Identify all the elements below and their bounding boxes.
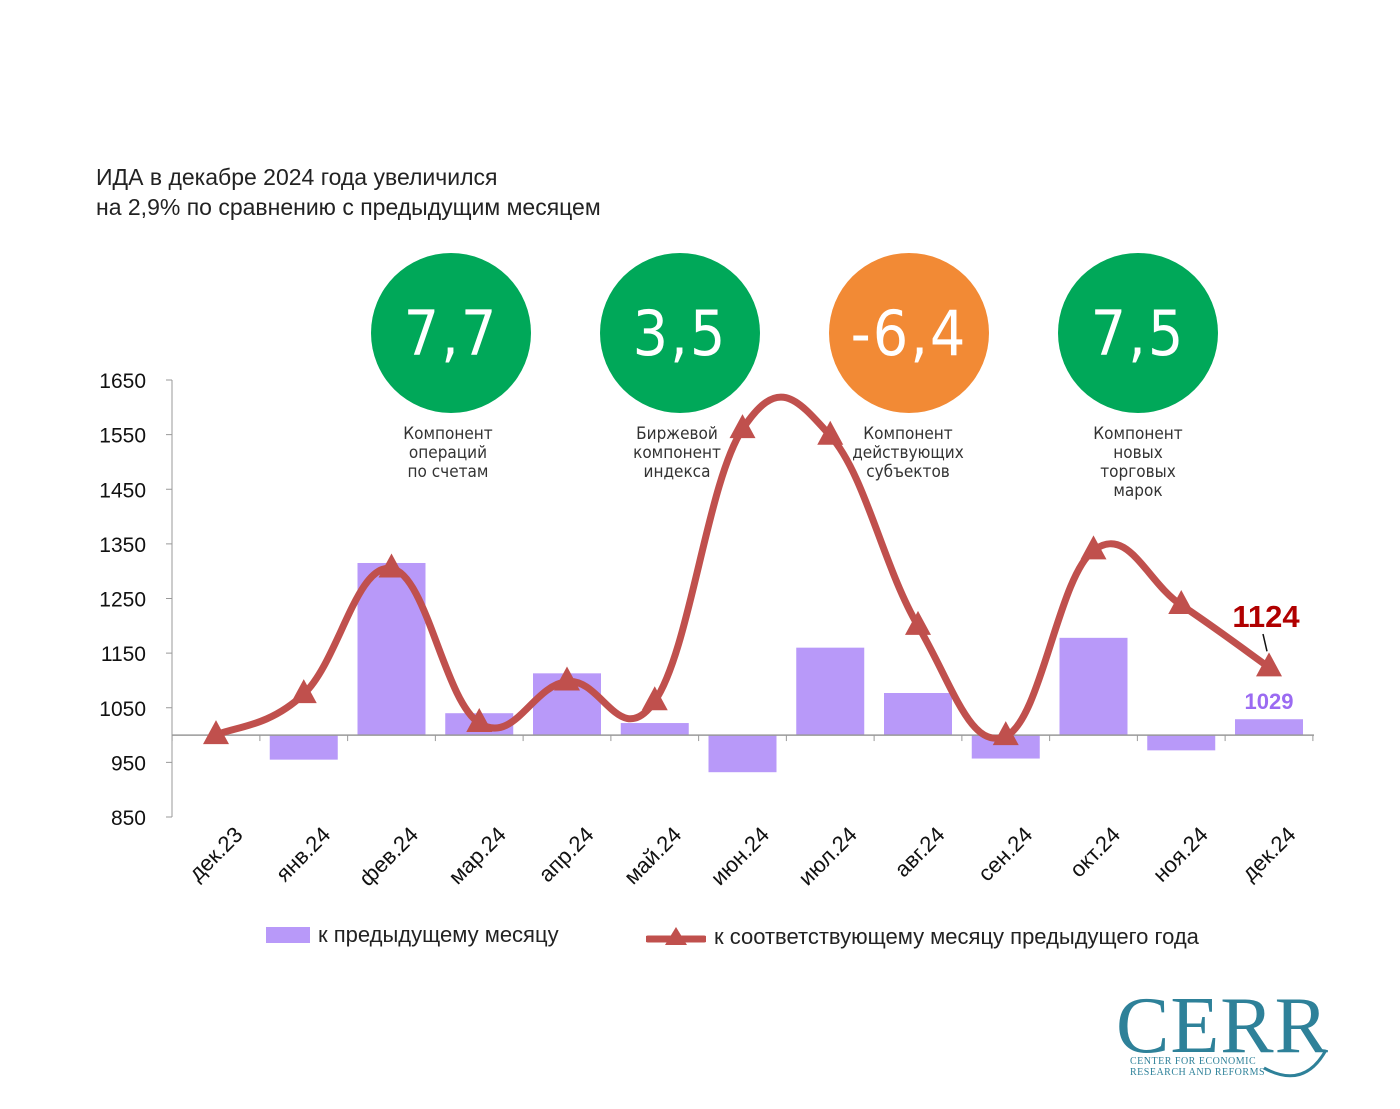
logo-swoosh <box>1263 1049 1328 1078</box>
logo-subtitle-line-2: RESEARCH AND REFORMS <box>1130 1067 1266 1078</box>
component-trademarks-label-line: торговых <box>1100 462 1176 482</box>
component-exchange-value: 3,5 <box>632 296 728 370</box>
legend-bar-label: к предыдущему месяцу <box>318 922 559 947</box>
bar-окт.24 <box>1059 637 1128 736</box>
x-tick-label: янв.24 <box>271 822 336 887</box>
y-tick-label: 1650 <box>99 370 146 393</box>
line-marker-мар.24 <box>466 708 493 733</box>
component-exchange-circle: 3,5 <box>600 253 760 413</box>
line-marker-ноя.24 <box>1168 590 1195 615</box>
component-exchange-label-line: Биржевой <box>636 424 718 444</box>
line-marker-фев.24 <box>378 553 405 578</box>
line-marker-апр.24 <box>554 666 580 691</box>
component-entities-label-line: действующих <box>852 443 964 463</box>
component-trademarks-circle: 7,5 <box>1058 253 1218 413</box>
line-last-value-label: 1124 <box>1232 599 1300 634</box>
y-tick-label: 1550 <box>99 425 146 448</box>
line-marker-июн.24 <box>729 414 756 439</box>
component-entities-label-line: субъектов <box>866 462 950 482</box>
x-tick-label: май.24 <box>619 822 686 889</box>
bar-июн.24 <box>708 735 777 773</box>
bar-сен.24 <box>971 735 1040 759</box>
component-entities-circle: -6,4 <box>829 253 989 413</box>
x-tick-label: окт.24 <box>1065 822 1125 882</box>
component-trademarks-label-line: марок <box>1113 481 1163 501</box>
line-marker-май.24 <box>641 686 668 711</box>
component-exchange-label-line: индекса <box>643 462 711 482</box>
x-tick-label: дек.24 <box>1237 822 1301 886</box>
y-tick-label: 1050 <box>99 698 146 721</box>
component-trademarks-label-line: Компонент <box>1093 424 1183 444</box>
legend-line-label: к соответствующему месяцу предыдущего го… <box>714 924 1199 949</box>
legend-bar-entry: к предыдущему месяцу <box>266 922 559 948</box>
component-accounts-circle: 7,7 <box>371 253 531 413</box>
component-exchange-label: Биржевой компонент индекса <box>587 425 767 482</box>
bar-май.24 <box>620 723 689 736</box>
line-marker-авг.24 <box>905 610 931 635</box>
bar-июл.24 <box>796 647 865 736</box>
x-tick-label: ноя.24 <box>1148 822 1213 887</box>
bar-ноя.24 <box>1147 735 1216 751</box>
line-marker-сен.24 <box>992 721 1019 746</box>
component-trademarks-label: Компонент новых торговых марок <box>1048 425 1228 501</box>
component-accounts-label-line: Компонент <box>403 424 493 444</box>
component-entities-label: Компонент действующих субъектов <box>818 425 998 482</box>
y-tick-label: 1150 <box>101 643 146 666</box>
line-marker-дек.23 <box>203 720 229 745</box>
line-marker-янв.24 <box>290 679 317 704</box>
component-entities-value: -6,4 <box>850 296 968 370</box>
component-trademarks-label-line: новых <box>1113 443 1163 463</box>
bar-янв.24 <box>269 735 338 760</box>
y-tick-label: 1350 <box>99 534 146 557</box>
line-marker-дек.24 <box>1256 652 1282 677</box>
component-accounts-label-line: операций <box>408 443 488 463</box>
logo-subtitle-line-1: CENTER FOR ECONOMIC <box>1130 1056 1257 1067</box>
legend-line-swatch <box>646 927 706 945</box>
y-tick-label: 950 <box>111 752 146 775</box>
x-tick-label: мар.24 <box>443 822 510 889</box>
component-accounts-label: Компонент операций по счетам <box>358 425 538 482</box>
x-tick-label: июл.24 <box>793 822 861 890</box>
y-tick-label: 1250 <box>99 589 146 612</box>
component-accounts-label-line: по счетам <box>407 462 489 482</box>
bar-дек.24 <box>1235 719 1303 736</box>
x-tick-label: апр.24 <box>534 822 599 887</box>
x-tick-label: авг.24 <box>890 822 950 882</box>
bar-last-value-label: 1029 <box>1245 689 1294 714</box>
legend-line-entry: к соответствующему месяцу предыдущего го… <box>646 922 1199 952</box>
chart-title: ИДА в декабре 2024 года увеличился на 2,… <box>96 162 601 222</box>
component-exchange-label-line: компонент <box>633 443 721 463</box>
x-tick-label: июн.24 <box>706 822 774 890</box>
title-line-2: на 2,9% по сравнению с предыдущим месяце… <box>96 194 601 220</box>
x-tick-label: фев.24 <box>354 822 423 891</box>
y-tick-label: 1450 <box>99 479 146 502</box>
line-marker-июл.24 <box>817 420 844 445</box>
bar-авг.24 <box>884 693 952 736</box>
line-marker-окт.24 <box>1080 535 1107 560</box>
component-trademarks-value: 7,5 <box>1090 296 1186 370</box>
x-tick-label: сен.24 <box>973 822 1037 886</box>
logo-wordmark: CERR <box>1116 982 1329 1070</box>
y-tick-label: 850 <box>111 807 146 830</box>
legend-bar-swatch <box>266 927 310 943</box>
annotation-leader-line <box>1262 633 1268 652</box>
component-accounts-value: 7,7 <box>403 296 499 370</box>
title-line-1: ИДА в декабре 2024 года увеличился <box>96 164 498 190</box>
cerr-logo: CERR CENTER FOR ECONOMIC RESEARCH AND RE… <box>1114 982 1344 1088</box>
x-tick-label: дек.23 <box>184 822 248 886</box>
component-entities-label-line: Компонент <box>863 424 953 444</box>
